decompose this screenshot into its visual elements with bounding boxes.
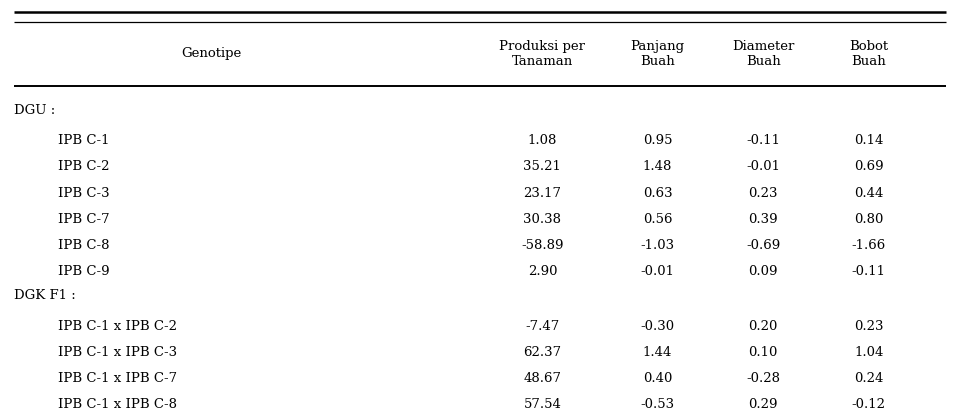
Text: -1.66: -1.66 [852,239,886,252]
Text: IPB C-3: IPB C-3 [58,186,109,200]
Text: IPB C-7: IPB C-7 [58,213,109,226]
Text: 0.63: 0.63 [643,186,672,200]
Text: Produksi per
Tanaman: Produksi per Tanaman [499,40,586,68]
Text: IPB C-1: IPB C-1 [58,134,109,147]
Text: Diameter
Buah: Diameter Buah [732,40,794,68]
Text: 0.20: 0.20 [749,319,778,333]
Text: -0.30: -0.30 [640,319,675,333]
Text: 0.39: 0.39 [749,213,778,226]
Text: IPB C-1 x IPB C-8: IPB C-1 x IPB C-8 [58,398,177,411]
Text: Bobot
Buah: Bobot Buah [850,40,888,68]
Text: 0.44: 0.44 [854,186,883,200]
Text: 35.21: 35.21 [523,160,562,173]
Text: 0.80: 0.80 [854,213,883,226]
Text: -0.01: -0.01 [640,265,675,278]
Text: -0.28: -0.28 [746,372,780,385]
Text: 1.48: 1.48 [643,160,672,173]
Text: IPB C-1 x IPB C-2: IPB C-1 x IPB C-2 [58,319,177,333]
Text: 23.17: 23.17 [523,186,562,200]
Text: 0.56: 0.56 [643,213,672,226]
Text: 0.23: 0.23 [749,186,778,200]
Text: -1.03: -1.03 [640,239,675,252]
Text: 0.24: 0.24 [854,372,883,385]
Text: 48.67: 48.67 [523,372,562,385]
Text: 0.09: 0.09 [749,265,778,278]
Text: DGK F1 :: DGK F1 : [14,289,76,302]
Text: 1.08: 1.08 [528,134,557,147]
Text: 0.14: 0.14 [854,134,883,147]
Text: -0.11: -0.11 [852,265,886,278]
Text: 2.90: 2.90 [528,265,557,278]
Text: 0.95: 0.95 [643,134,672,147]
Text: 1.44: 1.44 [643,346,672,359]
Text: 0.10: 0.10 [749,346,778,359]
Text: 30.38: 30.38 [523,213,562,226]
Text: 57.54: 57.54 [523,398,562,411]
Text: IPB C-2: IPB C-2 [58,160,109,173]
Text: 1.04: 1.04 [854,346,883,359]
Text: 62.37: 62.37 [523,346,562,359]
Text: -0.01: -0.01 [746,160,780,173]
Text: IPB C-9: IPB C-9 [58,265,109,278]
Text: IPB C-8: IPB C-8 [58,239,109,252]
Text: -0.53: -0.53 [640,398,675,411]
Text: Panjang
Buah: Panjang Buah [631,40,684,68]
Text: 0.40: 0.40 [643,372,672,385]
Text: -0.12: -0.12 [852,398,886,411]
Text: 0.29: 0.29 [749,398,778,411]
Text: 0.69: 0.69 [854,160,883,173]
Text: IPB C-1 x IPB C-7: IPB C-1 x IPB C-7 [58,372,177,385]
Text: -0.11: -0.11 [746,134,780,147]
Text: Genotipe: Genotipe [181,47,241,60]
Text: -0.69: -0.69 [746,239,780,252]
Text: IPB C-1 x IPB C-3: IPB C-1 x IPB C-3 [58,346,177,359]
Text: 0.23: 0.23 [854,319,883,333]
Text: DGU :: DGU : [14,104,56,116]
Text: -58.89: -58.89 [521,239,564,252]
Text: -7.47: -7.47 [525,319,560,333]
